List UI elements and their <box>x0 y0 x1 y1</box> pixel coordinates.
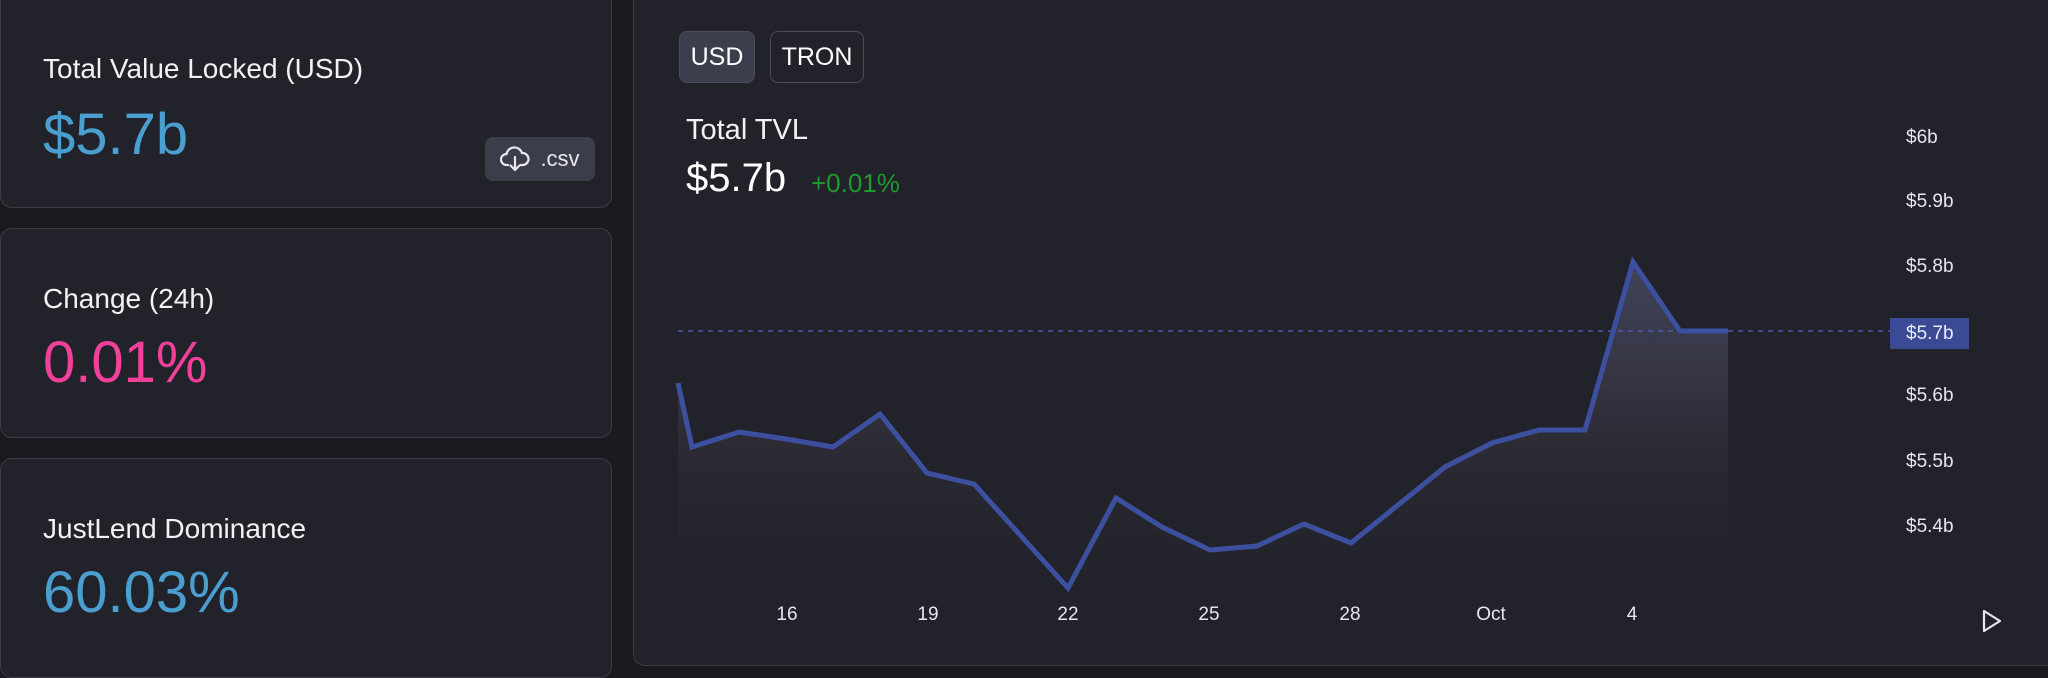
current-value-marker: $5.7b <box>1890 318 1969 349</box>
play-icon[interactable] <box>1980 608 2004 634</box>
toggle-usd[interactable]: USD <box>679 31 755 83</box>
change-card: Change (24h) 0.01% <box>0 228 612 438</box>
y-tick-label: $6b <box>1906 127 1938 148</box>
dominance-label: JustLend Dominance <box>43 513 307 544</box>
y-tick-label: $5.5b <box>1906 451 1954 472</box>
cloud-download-icon <box>500 146 531 172</box>
tvl-value: $5.7b <box>43 102 189 167</box>
y-tick-label: $5.8b <box>1906 256 1954 277</box>
download-csv-button[interactable]: .csv <box>485 137 595 181</box>
chart-change-percent: +0.01% <box>811 168 900 198</box>
x-tick-label: 22 <box>1057 604 1079 625</box>
change-label: Change (24h) <box>43 283 215 314</box>
current-value-label: $5.7b <box>1906 322 1954 344</box>
chart-title: Total TVL <box>686 114 808 146</box>
tvl-area-chart[interactable] <box>0 0 2048 650</box>
x-tick-label: Oct <box>1476 604 1506 625</box>
x-tick-label: 4 <box>1626 604 1638 625</box>
tvl-label: Total Value Locked (USD) <box>43 53 364 84</box>
dominance-value: 60.03% <box>43 560 240 625</box>
y-tick-label: $5.9b <box>1906 191 1954 212</box>
y-tick-label: $5.6b <box>1906 385 1954 406</box>
tvl-line <box>675 256 1728 593</box>
x-tick-label: 19 <box>917 604 939 625</box>
change-value: 0.01% <box>43 330 208 395</box>
csv-label: .csv <box>540 146 580 171</box>
area-fill <box>678 262 1728 588</box>
dominance-card: JustLend Dominance 60.03% <box>0 458 612 678</box>
chart-total-value: $5.7b <box>686 156 787 200</box>
x-tick-label: 28 <box>1339 604 1361 625</box>
tvl-card: Total Value Locked (USD) $5.7b .csv <box>0 0 612 208</box>
y-tick-label: $5.4b <box>1906 516 1954 537</box>
toggle-tron[interactable]: TRON <box>770 31 864 83</box>
x-tick-label: 16 <box>776 604 798 625</box>
x-tick-label: 25 <box>1198 604 1220 625</box>
